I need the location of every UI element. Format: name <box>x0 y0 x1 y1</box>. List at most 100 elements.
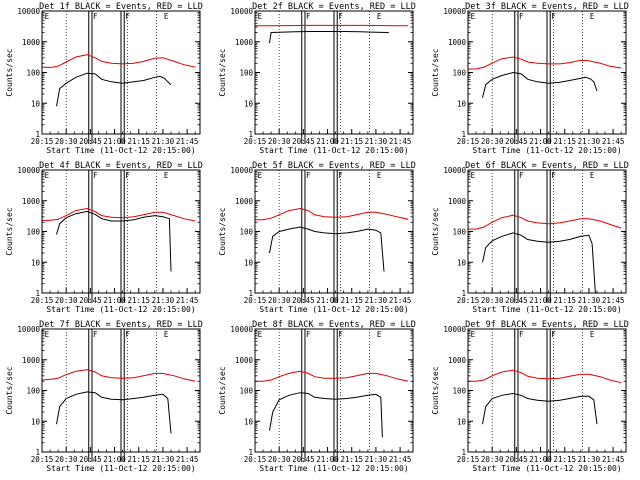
x-tick-label: 21:45 <box>389 137 412 146</box>
x-axis-title: Start Time (11-Oct-12 20:15:00) <box>46 305 195 314</box>
flag-label: E <box>471 12 476 21</box>
flag-label: F <box>93 171 98 180</box>
x-tick-label: 21:30 <box>152 455 175 464</box>
y-tick-label: 1000 <box>22 356 41 365</box>
x-tick-label: 20:30 <box>268 455 291 464</box>
flag-label: F <box>125 330 130 339</box>
x-axis-title: Start Time (11-Oct-12 20:15:00) <box>46 146 195 155</box>
x-axis-title: Start Time (11-Oct-12 20:15:00) <box>259 305 408 314</box>
x-tick-label: 21:15 <box>127 296 150 305</box>
y-tick-label: 10 <box>244 258 254 267</box>
x-tick-label: 21:15 <box>553 137 576 146</box>
chart-title: Det 9f BLACK = Events, RED = LLD <box>465 320 629 330</box>
x-tick-label: 21:45 <box>176 455 199 464</box>
events-series-line <box>482 71 598 98</box>
y-tick-label: 1000 <box>448 356 467 365</box>
y-tick-label: 10 <box>244 417 254 426</box>
y-tick-label: 1 <box>461 130 466 139</box>
x-tick-label: 21:30 <box>578 137 601 146</box>
x-tick-label: 20:15 <box>457 137 480 146</box>
y-tick-label: 1000 <box>448 38 467 47</box>
x-tick-label: 20:30 <box>268 137 291 146</box>
y-tick-label: 1000 <box>22 197 41 206</box>
x-tick-label: 20:45 <box>505 137 528 146</box>
x-tick-label: 21:00 <box>103 296 126 305</box>
x-tick-label: 21:00 <box>529 137 552 146</box>
flag-label: F <box>93 330 98 339</box>
y-axis-title: Counts/sec <box>5 48 14 96</box>
flag-label: E <box>471 171 476 180</box>
y-tick-label: 10 <box>31 258 41 267</box>
y-tick-label: 1 <box>35 448 40 457</box>
chart-title: Det 5f BLACK = Events, RED = LLD <box>252 161 416 171</box>
x-axis-title: Start Time (11-Oct-12 20:15:00) <box>259 146 408 155</box>
y-tick-label: 1000 <box>448 197 467 206</box>
x-tick-label: 21:30 <box>578 296 601 305</box>
x-tick-label: 21:15 <box>127 455 150 464</box>
x-tick-label: 21:45 <box>389 455 412 464</box>
flag-label: F <box>306 12 311 21</box>
x-tick-label: 21:45 <box>389 296 412 305</box>
y-tick-label: 10 <box>31 417 41 426</box>
x-tick-label: 20:15 <box>244 296 267 305</box>
y-tick-label: 1 <box>248 448 253 457</box>
y-tick-label: 1 <box>248 130 253 139</box>
chart-title: Det 4f BLACK = Events, RED = LLD <box>39 161 203 171</box>
y-tick-label: 1000 <box>235 38 254 47</box>
y-tick-label: 10000 <box>230 7 253 16</box>
flag-label: F <box>519 330 524 339</box>
y-tick-label: 100 <box>26 387 40 396</box>
flag-label: E <box>377 12 382 21</box>
x-tick-label: 21:45 <box>176 296 199 305</box>
x-tick-label: 21:45 <box>602 455 625 464</box>
flag-label: E <box>258 12 263 21</box>
y-tick-label: 10 <box>244 99 254 108</box>
flag-label: E <box>590 171 595 180</box>
x-tick-label: 21:30 <box>152 137 175 146</box>
chart-title: Det 6f BLACK = Events, RED = LLD <box>465 161 629 171</box>
events-series-line <box>56 72 172 107</box>
x-tick-label: 20:45 <box>79 455 102 464</box>
x-tick-label: 20:30 <box>481 455 504 464</box>
lld-series-line <box>42 207 196 222</box>
x-tick-label: 20:15 <box>457 296 480 305</box>
lld-series-line <box>255 370 409 382</box>
y-tick-label: 10 <box>457 258 467 267</box>
y-axis-title: Counts/sec <box>5 207 14 255</box>
flag-label: F <box>338 171 343 180</box>
flag-label: F <box>93 12 98 21</box>
y-tick-label: 10000 <box>443 325 466 334</box>
flag-label: F <box>306 171 311 180</box>
lld-series-line <box>468 369 622 384</box>
y-tick-label: 100 <box>452 387 466 396</box>
y-tick-label: 1 <box>248 289 253 298</box>
events-series-line <box>482 392 598 425</box>
x-tick-label: 21:45 <box>602 296 625 305</box>
x-tick-label: 21:30 <box>578 455 601 464</box>
events-series-line <box>269 226 385 272</box>
y-tick-label: 100 <box>239 387 253 396</box>
x-tick-label: 21:15 <box>553 455 576 464</box>
y-tick-label: 10000 <box>230 166 253 175</box>
flag-label: F <box>306 330 311 339</box>
x-tick-label: 20:30 <box>481 296 504 305</box>
flag-label: F <box>338 330 343 339</box>
x-tick-label: 21:00 <box>316 296 339 305</box>
x-axis-title: Start Time (11-Oct-12 20:15:00) <box>472 305 621 314</box>
x-tick-label: 20:30 <box>268 296 291 305</box>
x-tick-label: 21:00 <box>529 296 552 305</box>
y-tick-label: 10000 <box>17 7 40 16</box>
x-tick-label: 21:30 <box>365 455 388 464</box>
y-tick-label: 1 <box>461 448 466 457</box>
chart-title: Det 1f BLACK = Events, RED = LLD <box>39 2 203 12</box>
y-tick-label: 10 <box>457 417 467 426</box>
x-tick-label: 21:00 <box>103 137 126 146</box>
x-tick-label: 21:45 <box>176 137 199 146</box>
events-series-line <box>482 232 596 294</box>
